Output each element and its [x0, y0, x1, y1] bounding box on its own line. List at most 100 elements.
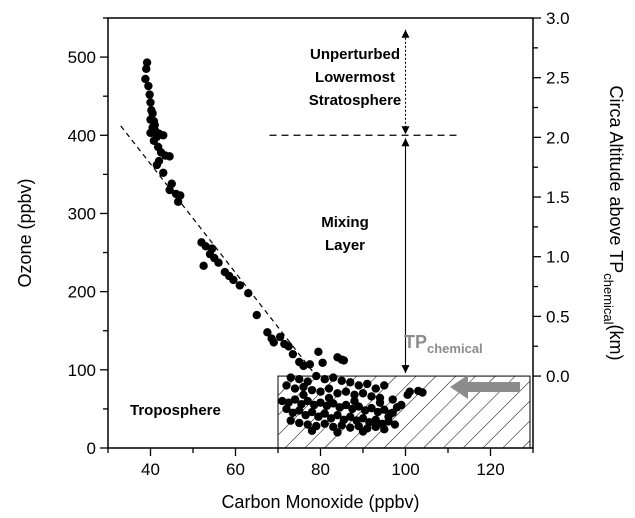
data-point: [286, 373, 295, 382]
data-point: [152, 160, 162, 170]
data-point: [299, 361, 308, 371]
y-tick-label: 0: [87, 439, 96, 458]
data-point: [388, 408, 397, 418]
data-point: [159, 131, 168, 140]
upper-arrow-head-top: [401, 29, 410, 38]
annotation-unperturbed-line2: Lowermost: [315, 69, 395, 86]
data-point: [360, 406, 370, 415]
upper-arrow-head-bottom: [401, 126, 410, 135]
data-point: [295, 418, 304, 428]
data-point: [346, 423, 355, 432]
data-point: [371, 384, 380, 393]
data-point: [337, 376, 346, 385]
data-point: [142, 64, 151, 74]
tp-arrow-shaft: [462, 382, 520, 393]
data-point: [229, 275, 238, 285]
data-point: [235, 281, 244, 290]
data-point: [244, 289, 253, 298]
data-point: [305, 360, 315, 369]
data-point: [314, 412, 323, 421]
data-point: [278, 396, 287, 406]
data-point: [288, 408, 298, 418]
lower-arrow-head-bottom: [401, 365, 410, 374]
data-point: [145, 90, 154, 99]
data-point: [165, 185, 174, 195]
x-tick-label: 80: [311, 460, 330, 479]
data-point: [363, 379, 372, 389]
right-y-axis-title-unit: (km): [606, 325, 626, 361]
x-axis-title: Carbon Monoxide (ppbv): [221, 492, 419, 512]
data-point: [367, 392, 376, 401]
data-point: [324, 393, 334, 403]
data-point: [322, 401, 332, 410]
data-point: [403, 390, 412, 400]
annotation-mixing-line1: Mixing: [321, 214, 369, 231]
y-axis-title: Ozone (ppbv): [15, 178, 35, 287]
data-point: [307, 407, 317, 417]
fit-line: [120, 125, 317, 377]
data-point: [418, 388, 427, 397]
data-point: [333, 389, 342, 398]
data-point: [173, 197, 183, 206]
data-point: [286, 416, 295, 425]
data-point: [201, 242, 210, 251]
data-point: [375, 398, 385, 407]
data-point: [316, 387, 325, 396]
data-point: [350, 396, 359, 406]
y2-tick-label: 3.0: [546, 9, 570, 28]
data-point: [339, 356, 349, 365]
lower-arrow-head-top: [401, 138, 410, 147]
data-point: [141, 74, 150, 84]
data-point: [354, 381, 363, 390]
data-point: [358, 427, 368, 436]
data-point: [380, 405, 389, 414]
tp-main-text: TP: [404, 332, 427, 352]
data-points: [141, 58, 427, 437]
x-tick-label: 120: [476, 460, 504, 479]
data-point: [214, 258, 223, 267]
data-point: [324, 384, 334, 393]
data-point: [341, 400, 351, 410]
data-point: [316, 398, 325, 407]
annotation-unperturbed-line1: Unperturbed: [310, 46, 400, 63]
data-point: [346, 378, 355, 387]
data-point: [326, 414, 336, 423]
y2-tick-label: 1.5: [546, 188, 570, 207]
data-point: [199, 261, 208, 271]
data-point: [142, 58, 152, 67]
data-point: [335, 403, 344, 412]
data-point: [307, 426, 317, 435]
y2-tick-label: 2.0: [546, 128, 570, 147]
data-point: [307, 385, 317, 395]
data-point: [329, 373, 338, 382]
tp-arrow-head: [450, 375, 468, 400]
data-point: [320, 419, 329, 428]
data-point: [341, 387, 351, 396]
data-point: [303, 396, 312, 406]
data-point: [367, 403, 376, 413]
data-point: [146, 98, 155, 107]
data-point: [358, 389, 368, 398]
annotation-troposphere: Troposphere: [130, 402, 221, 419]
data-point: [299, 382, 308, 392]
data-point: [290, 384, 300, 393]
data-point: [371, 415, 380, 425]
y-tick-label: 400: [68, 126, 96, 145]
data-point: [252, 310, 261, 320]
data-point: [269, 338, 278, 347]
data-point: [318, 358, 327, 367]
data-point: [282, 381, 291, 390]
data-point: [149, 136, 159, 145]
annotation-tp-chemical: TPchemical: [404, 332, 483, 356]
data-point: [282, 404, 291, 414]
y2-tick-label: 2.5: [546, 69, 570, 88]
data-point: [320, 409, 329, 418]
data-point: [380, 381, 389, 390]
data-point: [388, 395, 397, 404]
data-point: [295, 375, 304, 384]
data-point: [333, 428, 342, 437]
y-tick-label: 200: [68, 283, 96, 302]
data-point: [263, 328, 272, 337]
y-tick-label: 500: [68, 48, 96, 67]
